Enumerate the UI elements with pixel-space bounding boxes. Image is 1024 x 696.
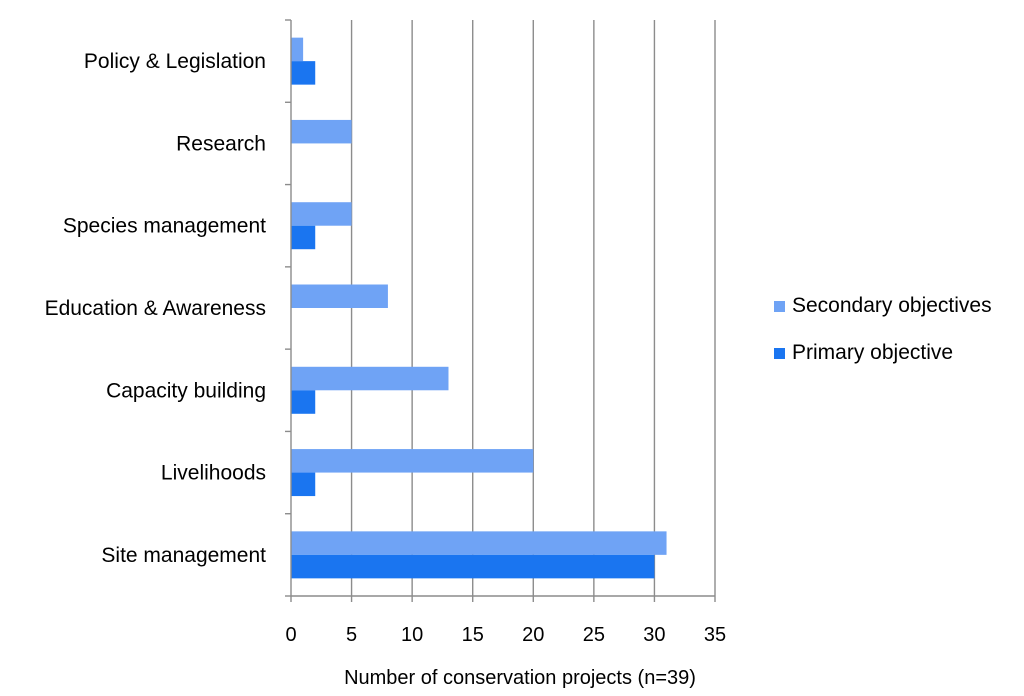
bar-secondary-0 <box>291 37 304 62</box>
category-label: Capacity building <box>106 379 266 402</box>
bar-secondary-3 <box>291 284 388 308</box>
bar-primary-5 <box>291 472 316 497</box>
x-tick-label: 30 <box>643 624 665 646</box>
bar-primary-2 <box>291 225 316 250</box>
legend: Secondary objectives Primary objective <box>774 294 992 364</box>
x-tick-label: 35 <box>704 624 726 646</box>
axes <box>285 19 716 602</box>
x-tick-label: 15 <box>462 624 484 646</box>
x-tick-label: 5 <box>346 624 357 646</box>
category-label: Site management <box>101 544 266 567</box>
x-tick-label: 0 <box>285 624 296 646</box>
category-label: Policy & Legislation <box>84 50 266 73</box>
category-label: Livelihoods <box>161 462 266 485</box>
legend-label-primary: Primary objective <box>792 341 953 364</box>
gridlines <box>350 20 716 596</box>
bar-primary-0 <box>291 61 316 85</box>
x-tick-label: 25 <box>583 624 605 646</box>
category-label: Education & Awareness <box>45 297 266 320</box>
x-tick-labels: 0 5 10 15 20 25 30 35 <box>285 624 726 646</box>
bars <box>291 37 667 579</box>
legend-swatch-primary <box>774 348 785 359</box>
category-labels: Policy & Legislation Research Species mana… <box>45 50 267 567</box>
x-tick-label: 10 <box>401 624 423 646</box>
bar-secondary-5 <box>291 449 534 473</box>
legend-swatch-secondary <box>774 301 785 312</box>
category-label: Species management <box>63 215 266 238</box>
legend-label-secondary: Secondary objectives <box>792 294 992 317</box>
bar-secondary-1 <box>291 119 352 144</box>
bar-secondary-2 <box>291 202 352 226</box>
bar-primary-6 <box>291 554 655 579</box>
x-tick-label: 20 <box>522 624 544 646</box>
bar-secondary-6 <box>291 531 667 555</box>
category-label: Research <box>176 132 266 155</box>
x-axis-title: Number of conservation projects (n=39) <box>344 667 696 689</box>
bar-primary-4 <box>291 390 316 414</box>
bar-secondary-4 <box>291 366 449 391</box>
